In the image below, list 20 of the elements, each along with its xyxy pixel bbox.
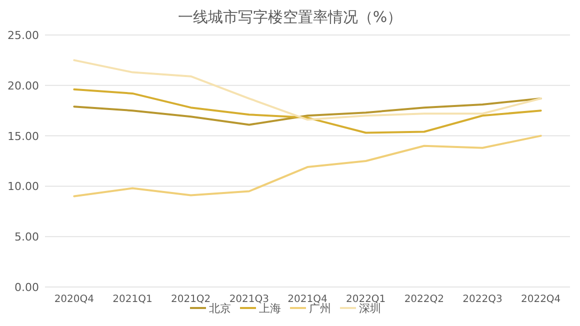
x-tick-label: 2022Q2 (404, 294, 444, 305)
y-tick-label: 15.00 (8, 130, 39, 143)
legend-label: 广州 (309, 302, 331, 315)
x-tick-label: 2021Q2 (170, 294, 211, 305)
x-tick-label: 2020Q4 (54, 294, 94, 305)
x-tick-label: 2021Q1 (112, 294, 152, 305)
x-tick-label: 2021Q4 (288, 294, 328, 305)
x-tick-label: 2022Q1 (346, 294, 386, 305)
legend-label: 上海 (259, 302, 281, 315)
y-tick-label: 20.00 (8, 79, 39, 92)
x-tick-label: 2021Q3 (229, 294, 270, 305)
x-tick-label: 2022Q4 (520, 294, 561, 305)
x-tick-label: 2022Q3 (462, 294, 502, 305)
y-tick-label: 0.00 (14, 281, 39, 294)
chart-title: 一线城市写字楼空置率情况（%） (178, 8, 402, 26)
y-tick-label: 5.00 (14, 230, 39, 244)
y-tick-label: 25.00 (8, 29, 39, 42)
y-tick-label: 10.00 (8, 180, 39, 194)
legend-label: 深圳 (359, 302, 381, 315)
legend-label: 北京 (209, 302, 231, 315)
